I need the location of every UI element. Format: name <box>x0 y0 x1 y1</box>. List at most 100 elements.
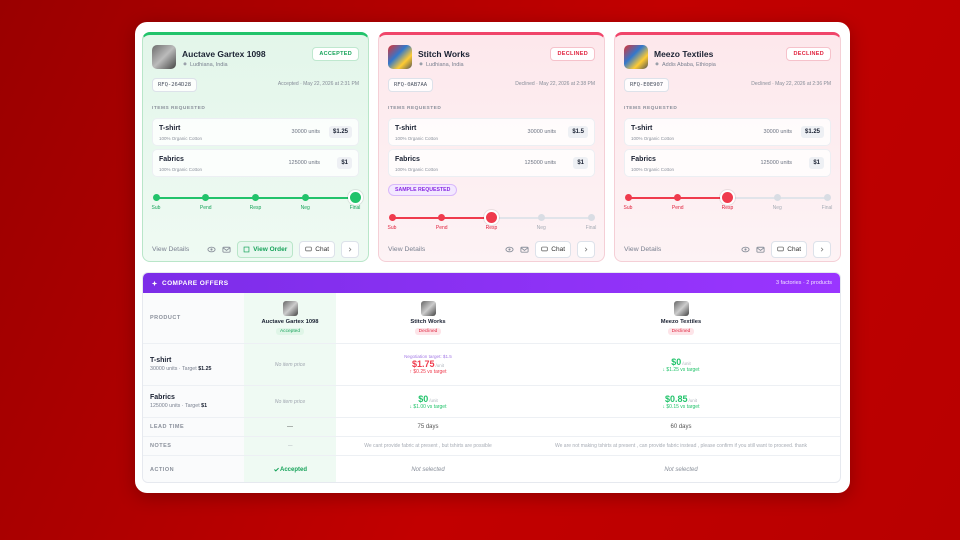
location-text: Ludhiana, India <box>190 61 228 68</box>
progress-steps: Sub Pend Resp Neg Final <box>379 212 604 239</box>
next-button[interactable] <box>577 240 595 258</box>
rfq-id: RFQ-0AB7AA <box>388 78 434 92</box>
view-details[interactable]: View Details <box>152 245 190 253</box>
info-text: 75 days <box>417 424 439 430</box>
supplier-location: Ludhiana, India <box>418 60 464 69</box>
mail-icon <box>756 246 765 253</box>
offer-cell: Negotiation target: $1.5 $1.75/unit ↑ $0.2… <box>336 344 520 386</box>
items-label: ITEMS REQUESTED <box>152 106 206 111</box>
info-text: We cant provide fabric at present , but … <box>364 443 492 449</box>
item-price: $1.25 <box>328 126 352 138</box>
step-line <box>305 197 355 199</box>
item-material: 100% Organic Cotton <box>395 167 439 172</box>
supplier-logo <box>282 301 298 316</box>
supplier-header: Meezo Textiles Declined <box>520 293 840 344</box>
chat-icon <box>541 246 548 251</box>
next-button[interactable] <box>341 240 359 258</box>
panel: Auctave Gartex 1098 Ludhiana, India ACCEPT… <box>135 22 850 493</box>
item-quantity: 125000 units <box>288 160 321 166</box>
info-cell: 60 days <box>520 418 840 437</box>
supplier-logo <box>388 45 412 69</box>
chat-button[interactable]: Chat <box>535 240 571 258</box>
item-row: Fabrics 100% Organic Cotton 125000 units $1 <box>388 149 595 177</box>
step-line <box>205 197 256 199</box>
row-label: NOTES <box>150 443 172 449</box>
item-price: $1 <box>573 157 588 169</box>
price-unit: /unit <box>429 397 438 403</box>
compare-title: COMPARE OFFERS <box>162 279 229 287</box>
offer-cell: $0.85/unit ↓ $0.15 vs target <box>520 386 840 418</box>
sparkle-icon <box>151 280 158 286</box>
supplier-name: Stitch Works <box>410 319 446 325</box>
step-label: Neg <box>536 225 546 231</box>
item-quantity: 125000 units <box>760 160 793 166</box>
negotiation-hint: Negotiation target: $1.5 <box>404 354 452 359</box>
supplier-logo <box>624 45 648 69</box>
step-line <box>677 197 728 199</box>
item-name: T-shirt <box>159 125 181 132</box>
eye-icon <box>207 246 216 252</box>
item-material: 100% Organic Cotton <box>159 167 203 172</box>
info-cell: We cant provide fabric at present , but … <box>336 437 520 456</box>
supplier-card: Stitch Works Ludhiana, India DECLINED RFQ-0… <box>378 32 605 262</box>
rfq-id: RFQ-264D28 <box>152 78 198 92</box>
step-label: Sub <box>387 225 397 231</box>
item-row: T-shirt 100% Organic Cotton 30000 units $1.… <box>388 118 595 146</box>
product-detail: 125000 units · Target $1 <box>150 403 207 409</box>
supplier-name: Auctave Gartex 1098 <box>261 319 319 325</box>
view-order-button[interactable]: View Order <box>237 240 294 258</box>
info-text: 60 days <box>670 424 692 430</box>
info-text: We are not making tshirts at present , c… <box>555 443 807 449</box>
price-unit: /unit <box>688 397 698 403</box>
supplier-logo <box>420 301 436 316</box>
progress-steps: Sub Pend Resp Neg Final <box>143 192 368 219</box>
card-footer: View Details Chat <box>388 240 595 258</box>
chat-text: Chat <box>551 245 565 253</box>
eye-icon <box>505 246 514 252</box>
step-line <box>777 197 827 199</box>
step-dot <box>624 194 632 201</box>
order-icon <box>243 246 250 252</box>
next-button[interactable] <box>813 240 831 258</box>
step-dot <box>438 214 446 221</box>
step-line <box>727 197 778 199</box>
price-value: $0 <box>418 393 429 404</box>
status-line: Accepted · May 22, 2026 at 2:31 PM <box>277 81 359 87</box>
items-label: ITEMS REQUESTED <box>388 106 442 111</box>
info-cell: Not selected <box>520 456 840 482</box>
step-label: Sub <box>151 205 161 211</box>
step-dot <box>773 194 781 201</box>
items-label: ITEMS REQUESTED <box>624 106 678 111</box>
info-cell: 75 days <box>336 418 520 437</box>
location-text: Ludhiana, India <box>426 61 464 68</box>
item-row: Fabrics 100% Organic Cotton 125000 units $1 <box>152 149 359 177</box>
supplier-name: Stitch Works <box>418 49 470 59</box>
chat-text: Chat <box>315 245 329 253</box>
no-price: No item price <box>274 398 306 405</box>
step-dot <box>486 212 497 223</box>
chat-button[interactable]: Chat <box>299 240 335 258</box>
offer-cell: No item price <box>244 344 336 386</box>
item-row: T-shirt 100% Organic Cotton 30000 units $1.… <box>152 118 359 146</box>
chat-button[interactable]: Chat <box>771 240 807 258</box>
action-status: Accepted <box>279 466 307 473</box>
status-line: Declined · May 22, 2026 at 2:36 PM <box>751 81 831 87</box>
item-material: 100% Organic Cotton <box>631 136 675 141</box>
product-name: Fabrics <box>150 394 175 401</box>
supplier-card: Auctave Gartex 1098 Ludhiana, India ACCEPT… <box>142 32 369 262</box>
product-header: PRODUCT <box>150 315 181 321</box>
view-details[interactable]: View Details <box>388 245 426 253</box>
step-line <box>156 197 206 199</box>
step-line <box>491 217 542 219</box>
step-line <box>441 217 492 219</box>
view-details[interactable]: View Details <box>624 245 662 253</box>
location-text: Addis Ababa, Ethiopia <box>662 61 716 68</box>
check-icon <box>274 467 279 472</box>
row-label-cell: ACTION <box>143 456 244 482</box>
card-footer: View Details Chat <box>624 240 831 258</box>
eye-icon <box>741 246 750 252</box>
rfq-id: RFQ-E0E907 <box>624 78 670 92</box>
step-label: Resp <box>249 205 262 211</box>
step-dot <box>301 194 309 201</box>
mail-icon <box>222 246 231 253</box>
